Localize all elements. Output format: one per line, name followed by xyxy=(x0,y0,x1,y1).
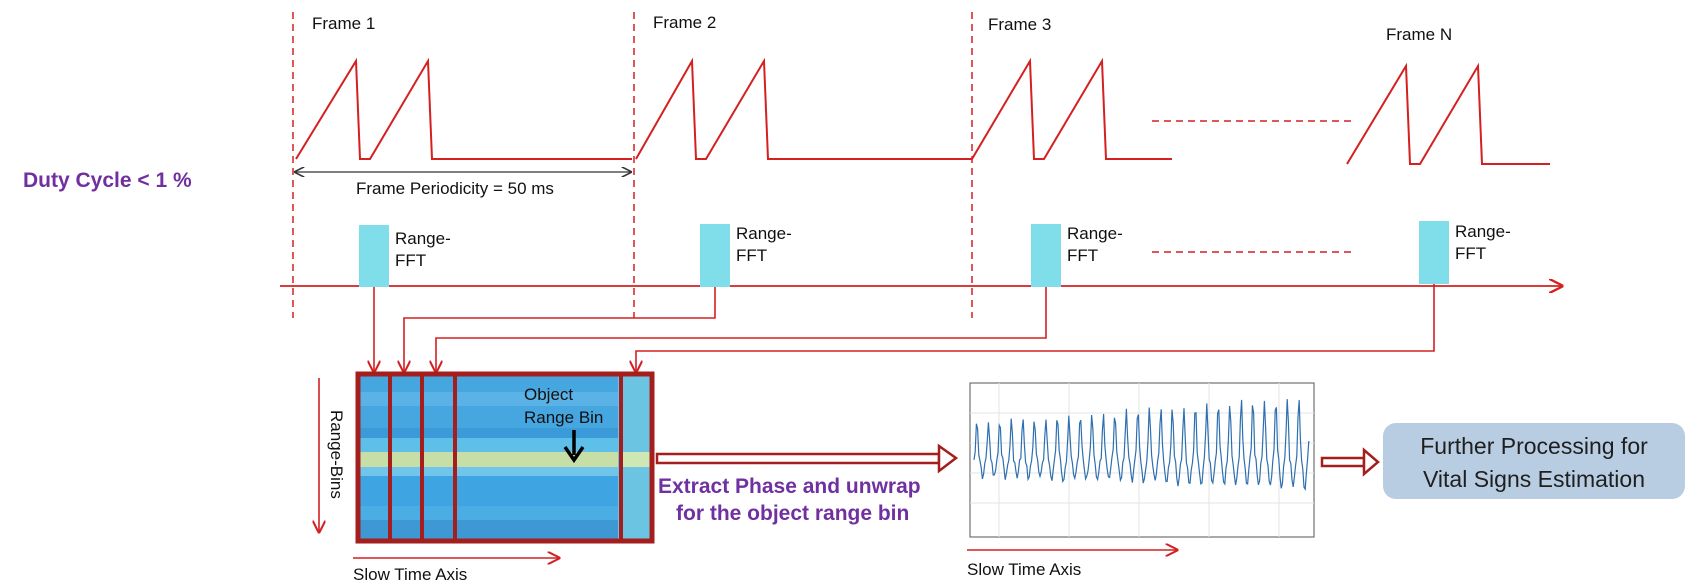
range-fft-block-3 xyxy=(1031,224,1061,287)
further-processing-line1: Further Processing for xyxy=(1420,433,1648,459)
chirp-waveform-frame-3 xyxy=(971,57,1172,160)
frame-periodicity-label: Frame Periodicity = 50 ms xyxy=(356,179,554,198)
object-range-bin-label-line1: Object xyxy=(524,385,573,404)
range-bins-label: Range-Bins xyxy=(327,410,346,499)
range-fft-label-1-line2: FFT xyxy=(395,251,426,270)
frame-label-2: Frame 2 xyxy=(653,13,716,32)
range-bin-matrix xyxy=(355,371,655,544)
frame-label-3: Frame 3 xyxy=(988,15,1051,34)
connector-fft-3 xyxy=(436,287,1047,372)
range-fft-label-3-line2: FFT xyxy=(1067,246,1098,265)
further-processing-arrow xyxy=(1320,447,1380,477)
object-range-bin-label-line2: Range Bin xyxy=(524,408,603,427)
duty-cycle-label: Duty Cycle < 1 % xyxy=(23,169,192,192)
range-fft-label-n-line2: FFT xyxy=(1455,244,1486,263)
chirp-waveform-frame-1 xyxy=(295,57,632,160)
range-fft-block-2 xyxy=(700,224,730,287)
extract-phase-line2: for the object range bin xyxy=(676,502,909,525)
phase-signal-line xyxy=(973,399,1310,491)
range-fft-label-3-line1: Range- xyxy=(1067,224,1123,243)
slow-time-label-2: Slow Time Axis xyxy=(967,560,1081,579)
extract-phase-line1: Extract Phase and unwrap xyxy=(658,475,921,498)
frame-label-n: Frame N xyxy=(1386,25,1452,44)
further-processing-line2: Vital Signs Estimation xyxy=(1423,466,1645,492)
further-processing-box xyxy=(1383,423,1685,499)
object-range-bin-band xyxy=(358,452,652,467)
connector-fft-2 xyxy=(404,287,716,372)
frame-label-1: Frame 1 xyxy=(312,14,375,33)
slow-time-label-1: Slow Time Axis xyxy=(353,565,467,584)
connector-fft-n xyxy=(636,284,1435,372)
range-fft-label-2-line2: FFT xyxy=(736,246,767,265)
range-fft-label-1-line1: Range- xyxy=(395,229,451,248)
phase-signal-plot xyxy=(969,382,1315,538)
range-fft-label-2-line1: Range- xyxy=(736,224,792,243)
range-fft-block-n xyxy=(1419,221,1449,284)
object-range-bin-pointer-head xyxy=(563,446,585,464)
range-fft-label-n-line1: Range- xyxy=(1455,222,1511,241)
chirp-waveform-frame-2 xyxy=(635,57,972,160)
extract-phase-arrow xyxy=(655,443,959,474)
range-fft-block-1 xyxy=(359,225,389,287)
chirp-waveform-frame-n xyxy=(1346,62,1550,165)
